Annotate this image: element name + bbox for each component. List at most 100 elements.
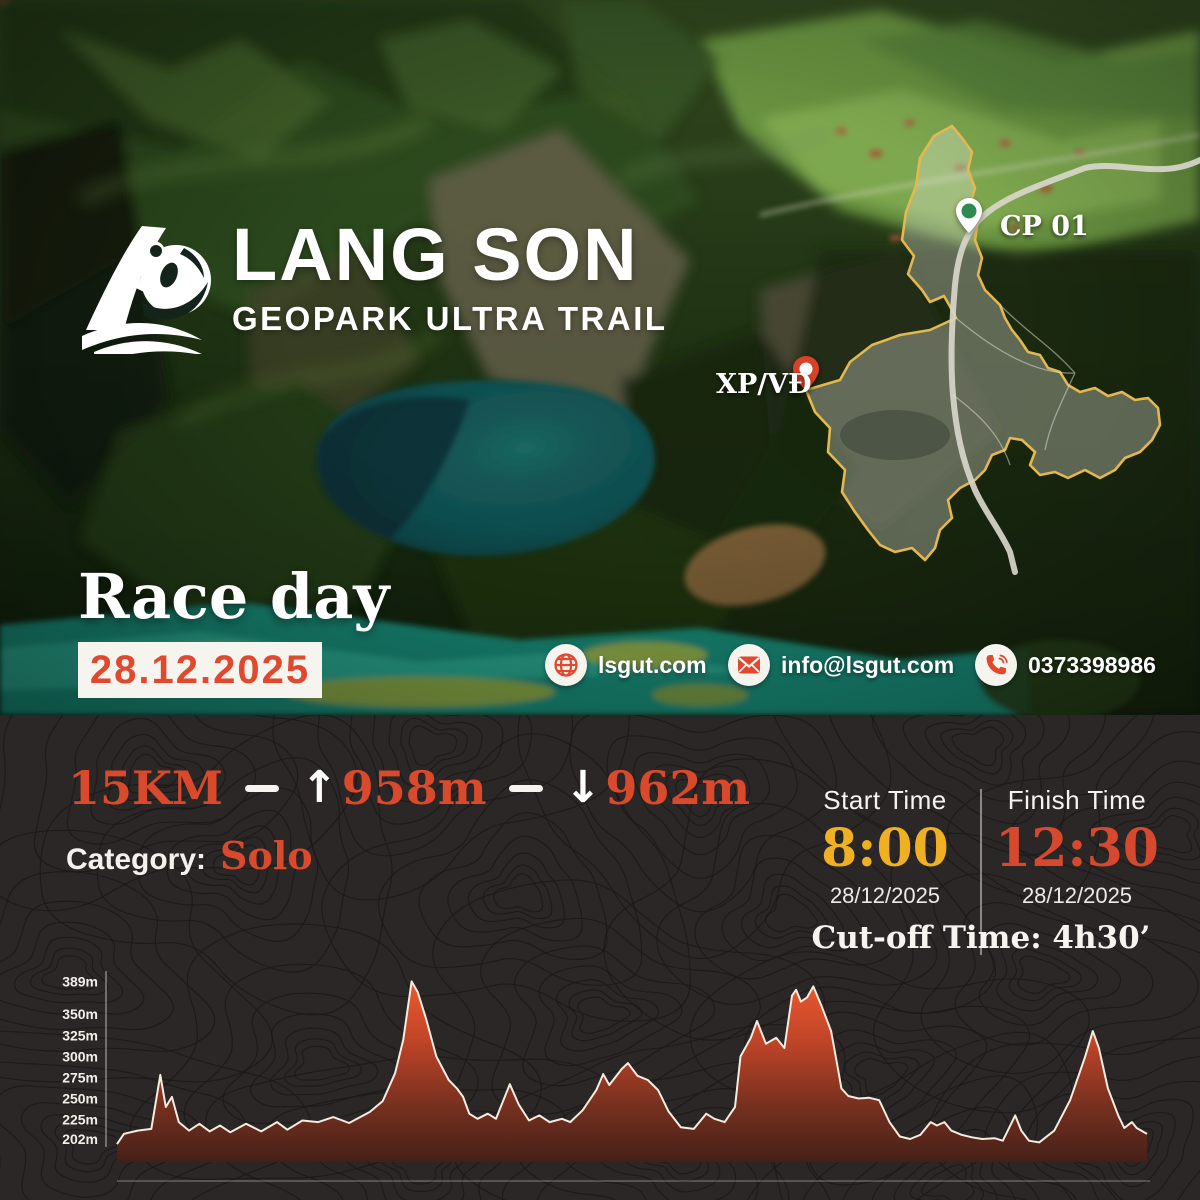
contour-line — [517, 715, 892, 959]
contour-line — [222, 992, 434, 1124]
contour-line — [127, 753, 179, 794]
contour-line — [954, 902, 1154, 1046]
contour-line — [978, 922, 1122, 1026]
start-time-label: Start Time — [823, 785, 947, 815]
contour-line — [166, 809, 297, 921]
contour-line — [447, 835, 583, 942]
contour-line — [902, 715, 1045, 802]
contour-line — [656, 802, 938, 1005]
contour-line — [909, 1156, 984, 1200]
contour-line — [119, 745, 190, 801]
contour-line — [694, 834, 896, 980]
contour-line — [66, 715, 257, 845]
y-tick-label: 250m — [62, 1091, 98, 1107]
contour-line — [317, 715, 574, 857]
contour-line — [272, 715, 631, 901]
contour-line — [1026, 1080, 1200, 1200]
contour-line — [29, 947, 109, 996]
minor-trails — [952, 304, 1076, 466]
contour-line — [96, 757, 350, 973]
contour-line — [538, 965, 683, 1067]
contour-line — [54, 1122, 132, 1173]
y-tick-label: 225m — [62, 1112, 98, 1128]
contour-line — [924, 715, 1027, 786]
dash-separator — [244, 784, 279, 792]
y-tick-label: 202m — [62, 1131, 98, 1147]
contour-line — [493, 873, 544, 913]
contour-line — [321, 733, 691, 1022]
contour-line — [984, 1056, 1200, 1200]
start-time-column: Start Time 8:00 28/12/2025 — [800, 785, 970, 909]
contour-line — [926, 1025, 1200, 1200]
finish-time-label: Finish Time — [1007, 785, 1147, 815]
contour-line — [408, 725, 458, 767]
cutoff-time: Cut-off Time: 4h30’ — [811, 920, 1151, 956]
photo-vignette — [0, 0, 1200, 715]
contour-line — [721, 857, 866, 962]
contour-line — [764, 893, 818, 933]
contour-line — [754, 885, 829, 939]
finish-time-column: Finish Time 12:30 28/12/2025 — [992, 785, 1162, 909]
y-tick-label: 350m — [62, 1006, 98, 1022]
contour-line — [400, 717, 468, 775]
contour-line — [0, 921, 145, 1015]
road — [948, 157, 1200, 575]
elevation-outline — [116, 980, 1148, 1145]
elevation-loss: ↓ 962m — [565, 765, 751, 811]
start-label: XP/VĐ — [716, 369, 812, 400]
contour-line — [107, 733, 205, 811]
race-date-box: 28.12.2025 — [78, 642, 322, 698]
contour-line — [0, 1030, 312, 1200]
up-arrow-icon: ↑ — [300, 762, 338, 813]
finish-time-value: 12:30 — [995, 818, 1159, 879]
phone-text: 0373398986 — [1028, 651, 1156, 678]
contour-line — [294, 1045, 350, 1081]
contact-email[interactable]: info@lsgut.com — [728, 644, 954, 686]
distance-value: 15KM — [68, 761, 223, 815]
contour-line — [250, 1013, 402, 1108]
contour-line — [64, 1128, 120, 1165]
race-info-section: 15KM ↑ 958m ↓ 962m Category: Solo Start … — [0, 715, 1200, 1200]
y-tick-label: 325m — [62, 1027, 98, 1043]
contour-line — [802, 1075, 1073, 1200]
schedule-divider — [980, 789, 982, 955]
contour-line — [746, 1031, 1118, 1200]
contour-line — [665, 772, 737, 826]
contour-line — [871, 715, 1071, 825]
contour-line — [689, 951, 1090, 1200]
y-tick-label: 389m — [62, 973, 98, 989]
start-time-value: 8:00 — [821, 818, 949, 879]
contour-line — [137, 787, 319, 942]
contour-line — [1055, 760, 1200, 901]
logo-subtitle: GEOPARK ULTRA TRAIL — [232, 300, 668, 337]
contact-website[interactable]: lsgut.com — [545, 644, 707, 686]
contour-line — [1139, 815, 1193, 854]
contour-line — [652, 764, 751, 839]
contour-line — [603, 758, 996, 1041]
contour-line — [920, 1164, 975, 1200]
contour-line — [0, 829, 273, 1083]
checkpoint-label: CP 01 — [1000, 211, 1089, 242]
dash-separator — [508, 784, 543, 792]
course-map-svg — [804, 124, 1200, 575]
elevation-area — [117, 981, 1147, 1162]
contour-line — [349, 715, 533, 825]
loss-value: 962m — [605, 761, 751, 815]
race-stats: 15KM ↑ 958m ↓ 962m — [68, 765, 750, 811]
contour-line — [0, 1085, 204, 1200]
contour-line — [555, 979, 660, 1052]
y-tick-label: 275m — [62, 1069, 98, 1085]
elevation-profile-chart: 389m 350m 325m 300m 275m 250m 225m 202m — [62, 971, 1150, 1182]
contact-phone[interactable]: 0373398986 — [975, 644, 1156, 686]
contour-line — [0, 900, 174, 1031]
contour-line — [1017, 955, 1070, 994]
course-boundary — [804, 124, 1162, 562]
contour-line — [1088, 781, 1200, 884]
category-value: Solo — [220, 833, 313, 878]
contour-line — [946, 715, 1200, 954]
y-tick-label: 300m — [62, 1048, 98, 1064]
race-date: 28.12.2025 — [89, 647, 311, 692]
gain-value: 958m — [341, 761, 487, 815]
envelope-icon — [728, 644, 770, 686]
